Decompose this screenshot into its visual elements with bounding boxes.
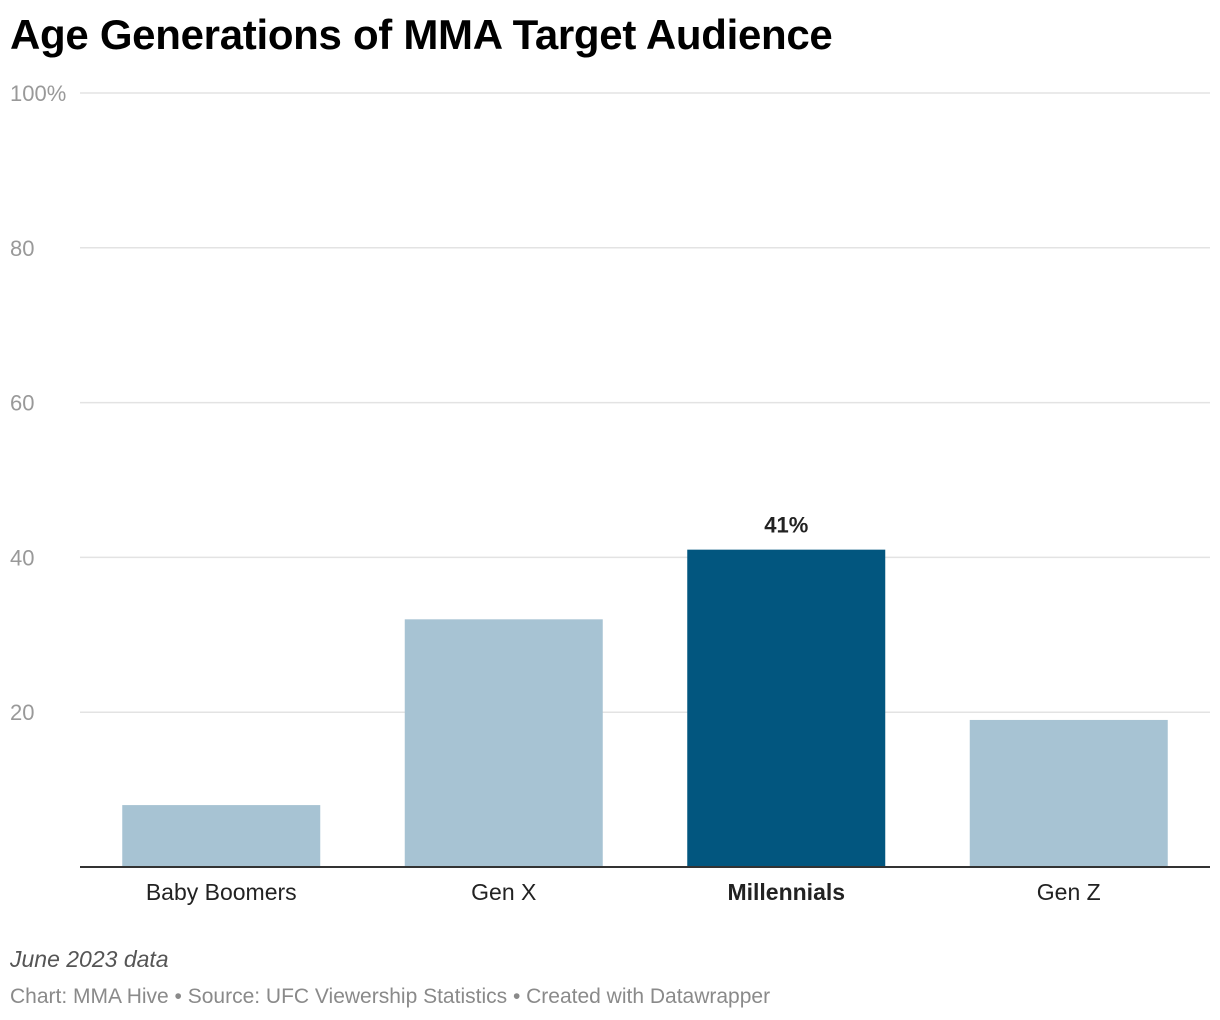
bar-baby-boomers (122, 805, 321, 867)
x-tick-label: Gen X (471, 879, 536, 905)
data-labels: 41% (764, 513, 808, 538)
y-tick-label: 80 (10, 236, 34, 261)
y-tick-label: 60 (10, 391, 34, 416)
bar-gen-z (969, 719, 1168, 867)
gridlines (80, 92, 1210, 713)
y-axis-tick-labels: 20 40 60 80 100% (10, 81, 66, 725)
x-tick-label: Baby Boomers (146, 879, 297, 905)
x-tick-label: Millennials (727, 879, 845, 905)
bar-gen-x (404, 619, 603, 867)
footer-note: June 2023 data (10, 946, 169, 972)
y-tick-label: 40 (10, 545, 34, 570)
bar-chart: 20 40 60 80 100% 41% Baby Boomers Gen X Millen… (10, 81, 1210, 905)
x-axis-category-labels: Baby Boomers Gen X Millennials Gen Z (146, 879, 1101, 905)
y-tick-label: 20 (10, 700, 34, 725)
bars (122, 549, 1168, 867)
y-tick-label: 100% (10, 81, 66, 106)
data-label: 41% (764, 513, 808, 538)
footer-credits: Chart: MMA Hive • Source: UFC Viewership… (10, 985, 771, 1008)
x-tick-label: Gen Z (1037, 879, 1101, 905)
chart-title: Age Generations of MMA Target Audience (10, 11, 833, 58)
bar-millennials (687, 549, 886, 867)
